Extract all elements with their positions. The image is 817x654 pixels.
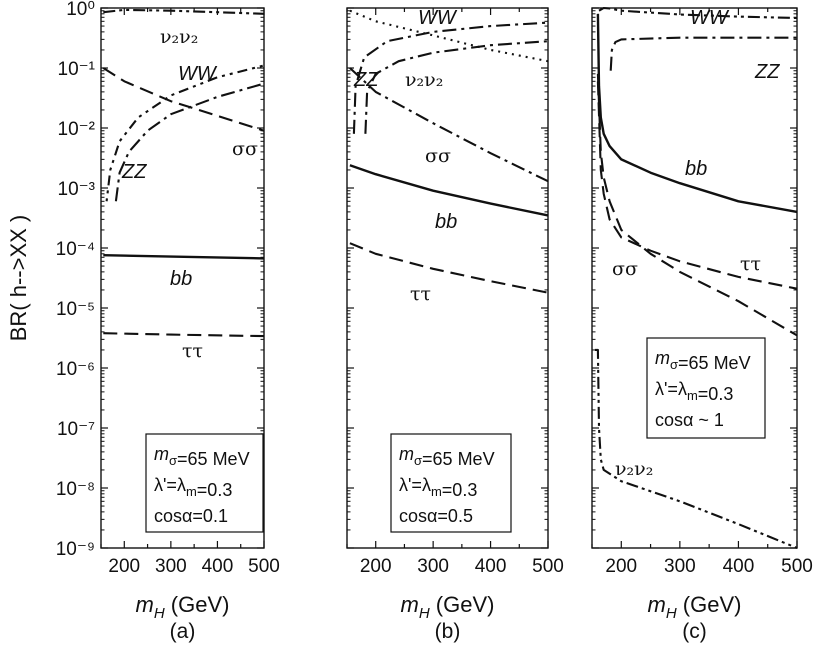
series-line-4 [349, 67, 549, 183]
series-line-5 [349, 164, 549, 217]
x-tick-label: 300 [417, 556, 449, 577]
parameter-box [390, 433, 512, 533]
series-label: σσ [232, 138, 258, 160]
parameter-line: cosα=0.5 [399, 506, 473, 526]
series-line-2 [105, 64, 265, 202]
parameter-line: λ'=λm=0.3 [399, 475, 477, 500]
series-label: σσ [612, 258, 638, 280]
x-tick-label: 400 [723, 556, 755, 577]
panel-frame [591, 7, 798, 549]
y-tick-label: 10⁻⁸ [56, 479, 95, 500]
x-axis-title: mH (GeV) [648, 592, 742, 622]
parameter-line: cosα=0.1 [154, 506, 228, 526]
series-label: WW [690, 7, 730, 29]
series-label: ττ [740, 253, 761, 275]
series-line-2 [352, 21, 549, 134]
series-line-4 [102, 67, 265, 132]
y-tick-label: 10⁻³ [58, 179, 96, 200]
series-label: ν₂ν₂ [160, 26, 198, 48]
series-label: WW [178, 63, 218, 85]
x-tick-label: 500 [781, 556, 813, 577]
y-tick-label: 10⁻² [58, 119, 96, 140]
series-label: bb [435, 211, 457, 233]
y-axis-title: BR( h-->XX ) [6, 215, 31, 342]
series-label: ZZ [754, 61, 780, 83]
ticks: 200 300 400 500 200 300 400 500 200 300 400 500 10⁰ 1… [56, 0, 813, 577]
parameter-line: λ'=λm=0.3 [154, 475, 232, 500]
series-line-1 [103, 8, 265, 15]
series-line-4 [596, 73, 798, 337]
series-label: ττ [182, 340, 203, 362]
series-line-5 [103, 254, 265, 260]
y-tick-label: 10⁻⁹ [56, 539, 95, 560]
series-label: ZZ [121, 161, 147, 183]
parameter-box [646, 337, 766, 439]
panel-tag: (c) [682, 620, 707, 643]
series-label: σσ [425, 145, 451, 167]
series-label: bb [685, 158, 707, 180]
panel-tag: (a) [170, 620, 196, 643]
panel-tag: (b) [435, 620, 461, 643]
series-label: ν₂ν₂ [405, 69, 443, 91]
x-tick-label: 400 [475, 556, 507, 577]
y-tick-label: 10⁻⁴ [56, 239, 95, 260]
series-line-6 [349, 242, 549, 294]
series-line-5 [596, 81, 798, 290]
series-line-3 [596, 13, 798, 214]
x-tick-label: 200 [360, 556, 392, 577]
series-line-3 [364, 40, 549, 134]
series-line-6 [594, 348, 798, 549]
series-label: bb [170, 268, 192, 290]
x-tick-label: 300 [664, 556, 696, 577]
panel-frame [346, 7, 549, 549]
series-line-6 [103, 332, 265, 338]
series-label: WW [418, 7, 458, 29]
x-tick-label: 200 [605, 556, 637, 577]
parameter-line: cosα ~ 1 [655, 410, 724, 430]
series-label: ZZ [353, 69, 379, 91]
x-tick-label: 200 [108, 556, 140, 577]
parameter-line: mσ=65 MeV [399, 444, 495, 469]
panel-frames [100, 7, 798, 549]
x-axis-title: mH (GeV) [401, 592, 495, 622]
x-tick-label: 500 [532, 556, 564, 577]
parameter-box [145, 433, 264, 533]
parameter-line: mσ=65 MeV [154, 444, 250, 469]
x-tick-label: 500 [248, 556, 280, 577]
y-tick-label: 10⁻⁶ [56, 359, 95, 380]
y-tick-label: 10⁻⁵ [56, 299, 95, 320]
panel-frame [100, 7, 265, 549]
y-tick-label: 10⁰ [66, 0, 95, 20]
series-line-3 [114, 82, 265, 202]
parameter-line: λ'=λm=0.3 [655, 379, 733, 404]
axis-titles: mH (GeV)(a)mH (GeV)(b)mH (GeV)(c)BR( h--… [6, 215, 741, 643]
parameter-line: mσ=65 MeV [655, 348, 751, 373]
labels: ν₂ν₂ WW ZZ σσ bb ττ ν₂ν₂ WW ZZ σσ bb ττ WW ZZ bb σσ ττ ν₂… [121, 7, 780, 480]
series-line-2 [609, 36, 797, 71]
parameter-boxes: mσ=65 MeV λ'=λm=0.3 cosα=0.1 mσ=65 MeV λ'=λm… [145, 337, 766, 533]
x-tick-label: 400 [202, 556, 234, 577]
x-tick-label: 300 [155, 556, 187, 577]
y-tick-label: 10⁻¹ [58, 59, 96, 80]
x-axis-title: mH (GeV) [136, 592, 230, 622]
y-tick-label: 10⁻⁷ [57, 419, 95, 440]
series-label: ν₂ν₂ [615, 458, 653, 480]
series-label: ττ [410, 283, 431, 305]
